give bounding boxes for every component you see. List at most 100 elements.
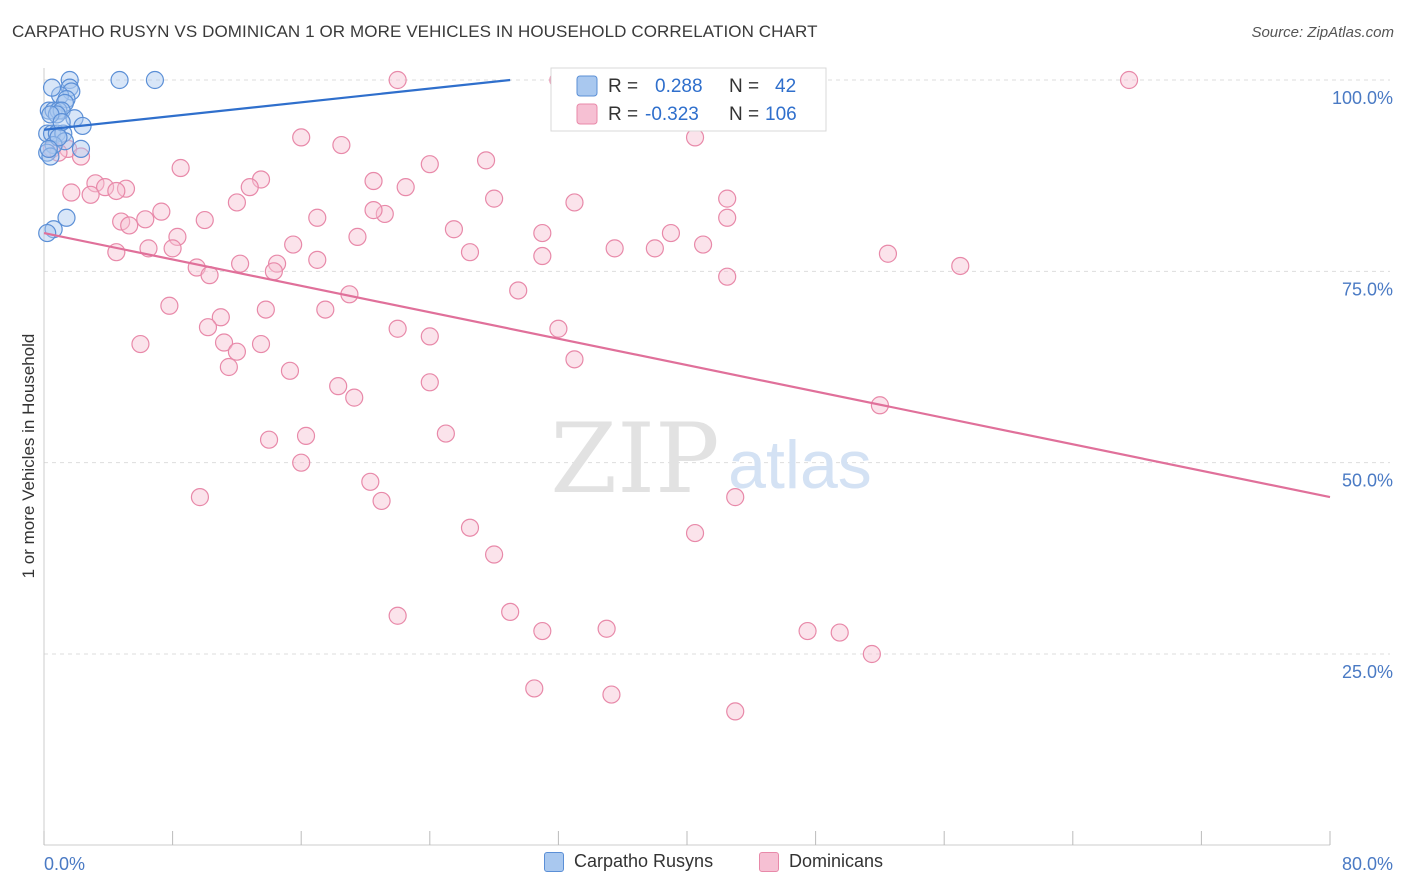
legend-label-carpatho-rusyns: Carpatho Rusyns [574, 851, 714, 871]
dominican-point-86[interactable] [190, 488, 210, 507]
dominican-point-100[interactable] [602, 685, 621, 704]
dominican-point-19[interactable] [95, 178, 115, 197]
dominican-point-4[interactable] [292, 128, 311, 147]
dominican-point-57[interactable] [264, 262, 283, 281]
dominican-point-23[interactable] [62, 183, 81, 202]
dominican-point-25[interactable] [227, 193, 246, 212]
dominican-point-17[interactable] [240, 178, 259, 197]
dominican-point-31[interactable] [364, 201, 383, 220]
dominican-point-76[interactable] [280, 361, 300, 380]
dominican-point-34[interactable] [195, 210, 214, 230]
carpatho-point-0[interactable] [60, 70, 79, 90]
dominican-point-68[interactable] [420, 327, 439, 346]
dominican-point-78[interactable] [329, 377, 348, 396]
dominican-point-22[interactable] [107, 181, 126, 201]
dominican-point-41[interactable] [168, 227, 187, 246]
dominican-point-11[interactable] [420, 155, 439, 174]
dominican-point-95[interactable] [597, 619, 616, 638]
dominican-point-18[interactable] [396, 178, 415, 197]
dominican-point-70[interactable] [131, 334, 150, 354]
dominican-point-87[interactable] [726, 488, 745, 507]
dominican-point-53[interactable] [231, 254, 250, 273]
dominican-point-16[interactable] [364, 171, 383, 191]
dominican-point-83[interactable] [259, 430, 279, 449]
dominican-point-74[interactable] [565, 350, 584, 369]
dominican-point-32[interactable] [136, 210, 155, 229]
dominican-point-71[interactable] [214, 333, 234, 352]
dominican-point-47[interactable] [645, 239, 664, 258]
dominican-point-55[interactable] [951, 256, 970, 276]
dominican-point-92[interactable] [388, 606, 407, 625]
dominican-point-38[interactable] [533, 223, 552, 243]
dominican-point-90[interactable] [685, 523, 705, 543]
dominican-point-10[interactable] [71, 147, 91, 166]
dominican-point-101[interactable] [726, 702, 745, 721]
dominican-point-52[interactable] [308, 250, 327, 269]
dominican-point-49[interactable] [533, 246, 552, 266]
legend-item-dominicans[interactable]: Dominicans [759, 851, 883, 872]
dominican-point-96[interactable] [798, 621, 817, 641]
dominican-point-75[interactable] [219, 357, 238, 377]
dominican-point-51[interactable] [878, 244, 898, 263]
dominican-point-42[interactable] [163, 239, 182, 258]
dominican-point-44[interactable] [284, 235, 303, 254]
carpatho-point-22[interactable] [71, 139, 91, 158]
dominican-point-15[interactable] [86, 174, 105, 193]
legend-item-carpatho-rusyns[interactable]: Carpatho Rusyns [544, 851, 713, 872]
dominican-point-13[interactable] [171, 158, 190, 178]
dominican-point-39[interactable] [661, 223, 681, 243]
dominican-point-98[interactable] [862, 644, 881, 664]
dominican-point-69[interactable] [549, 319, 568, 338]
dominican-point-99[interactable] [525, 679, 544, 698]
dominican-point-60[interactable] [509, 281, 528, 300]
dominican-point-3[interactable] [1119, 70, 1139, 90]
carpatho-point-1[interactable] [110, 70, 129, 90]
dominican-point-5[interactable] [332, 135, 351, 155]
dominican-point-59[interactable] [718, 267, 737, 286]
dominican-point-62[interactable] [160, 296, 179, 315]
dominican-point-79[interactable] [345, 388, 364, 407]
dominican-point-29[interactable] [308, 208, 327, 227]
dominican-point-67[interactable] [388, 319, 407, 338]
dominican-point-85[interactable] [361, 472, 380, 491]
dominican-point-97[interactable] [830, 623, 849, 642]
dominican-point-12[interactable] [476, 151, 496, 170]
carpatho-point-28[interactable] [42, 78, 62, 97]
dominican-point-24[interactable] [485, 189, 504, 208]
dominican-point-94[interactable] [533, 621, 552, 641]
dominican-point-65[interactable] [211, 308, 230, 327]
dominican-point-21[interactable] [81, 185, 100, 204]
carpatho-point-24[interactable] [41, 147, 60, 166]
data-points [38, 70, 1139, 721]
dominican-point-50[interactable] [460, 243, 480, 262]
dominican-point-28[interactable] [152, 202, 171, 221]
carpatho-point-2[interactable] [145, 70, 165, 90]
dominican-point-30[interactable] [375, 204, 394, 224]
dominican-point-36[interactable] [718, 208, 737, 227]
dominican-point-63[interactable] [256, 300, 275, 319]
dominican-point-77[interactable] [420, 373, 439, 392]
dominican-point-73[interactable] [227, 342, 246, 361]
dominican-point-37[interactable] [444, 220, 464, 239]
dominican-point-72[interactable] [251, 334, 271, 354]
dominican-point-89[interactable] [460, 518, 480, 537]
dominican-point-88[interactable] [372, 491, 391, 511]
y-tick-label-0: 25.0% [1342, 662, 1393, 682]
dominican-point-66[interactable] [198, 318, 218, 337]
dominican-point-27[interactable] [565, 193, 584, 212]
dominican-point-46[interactable] [693, 235, 713, 254]
dominican-point-35[interactable] [120, 216, 139, 235]
carpatho-point-31[interactable] [39, 139, 58, 158]
carpatho-point-25[interactable] [57, 208, 76, 227]
carpatho-trend-line [43, 78, 511, 131]
dominican-point-84[interactable] [292, 453, 311, 472]
dominican-point-26[interactable] [718, 189, 737, 208]
dominican-point-64[interactable] [316, 300, 335, 319]
dominican-point-40[interactable] [348, 227, 367, 246]
dominican-point-93[interactable] [501, 602, 520, 622]
dominican-point-81[interactable] [436, 424, 455, 443]
dominican-point-91[interactable] [485, 545, 504, 564]
dominican-point-45[interactable] [605, 239, 624, 258]
dominican-point-0[interactable] [388, 70, 407, 90]
dominican-point-82[interactable] [296, 426, 316, 445]
